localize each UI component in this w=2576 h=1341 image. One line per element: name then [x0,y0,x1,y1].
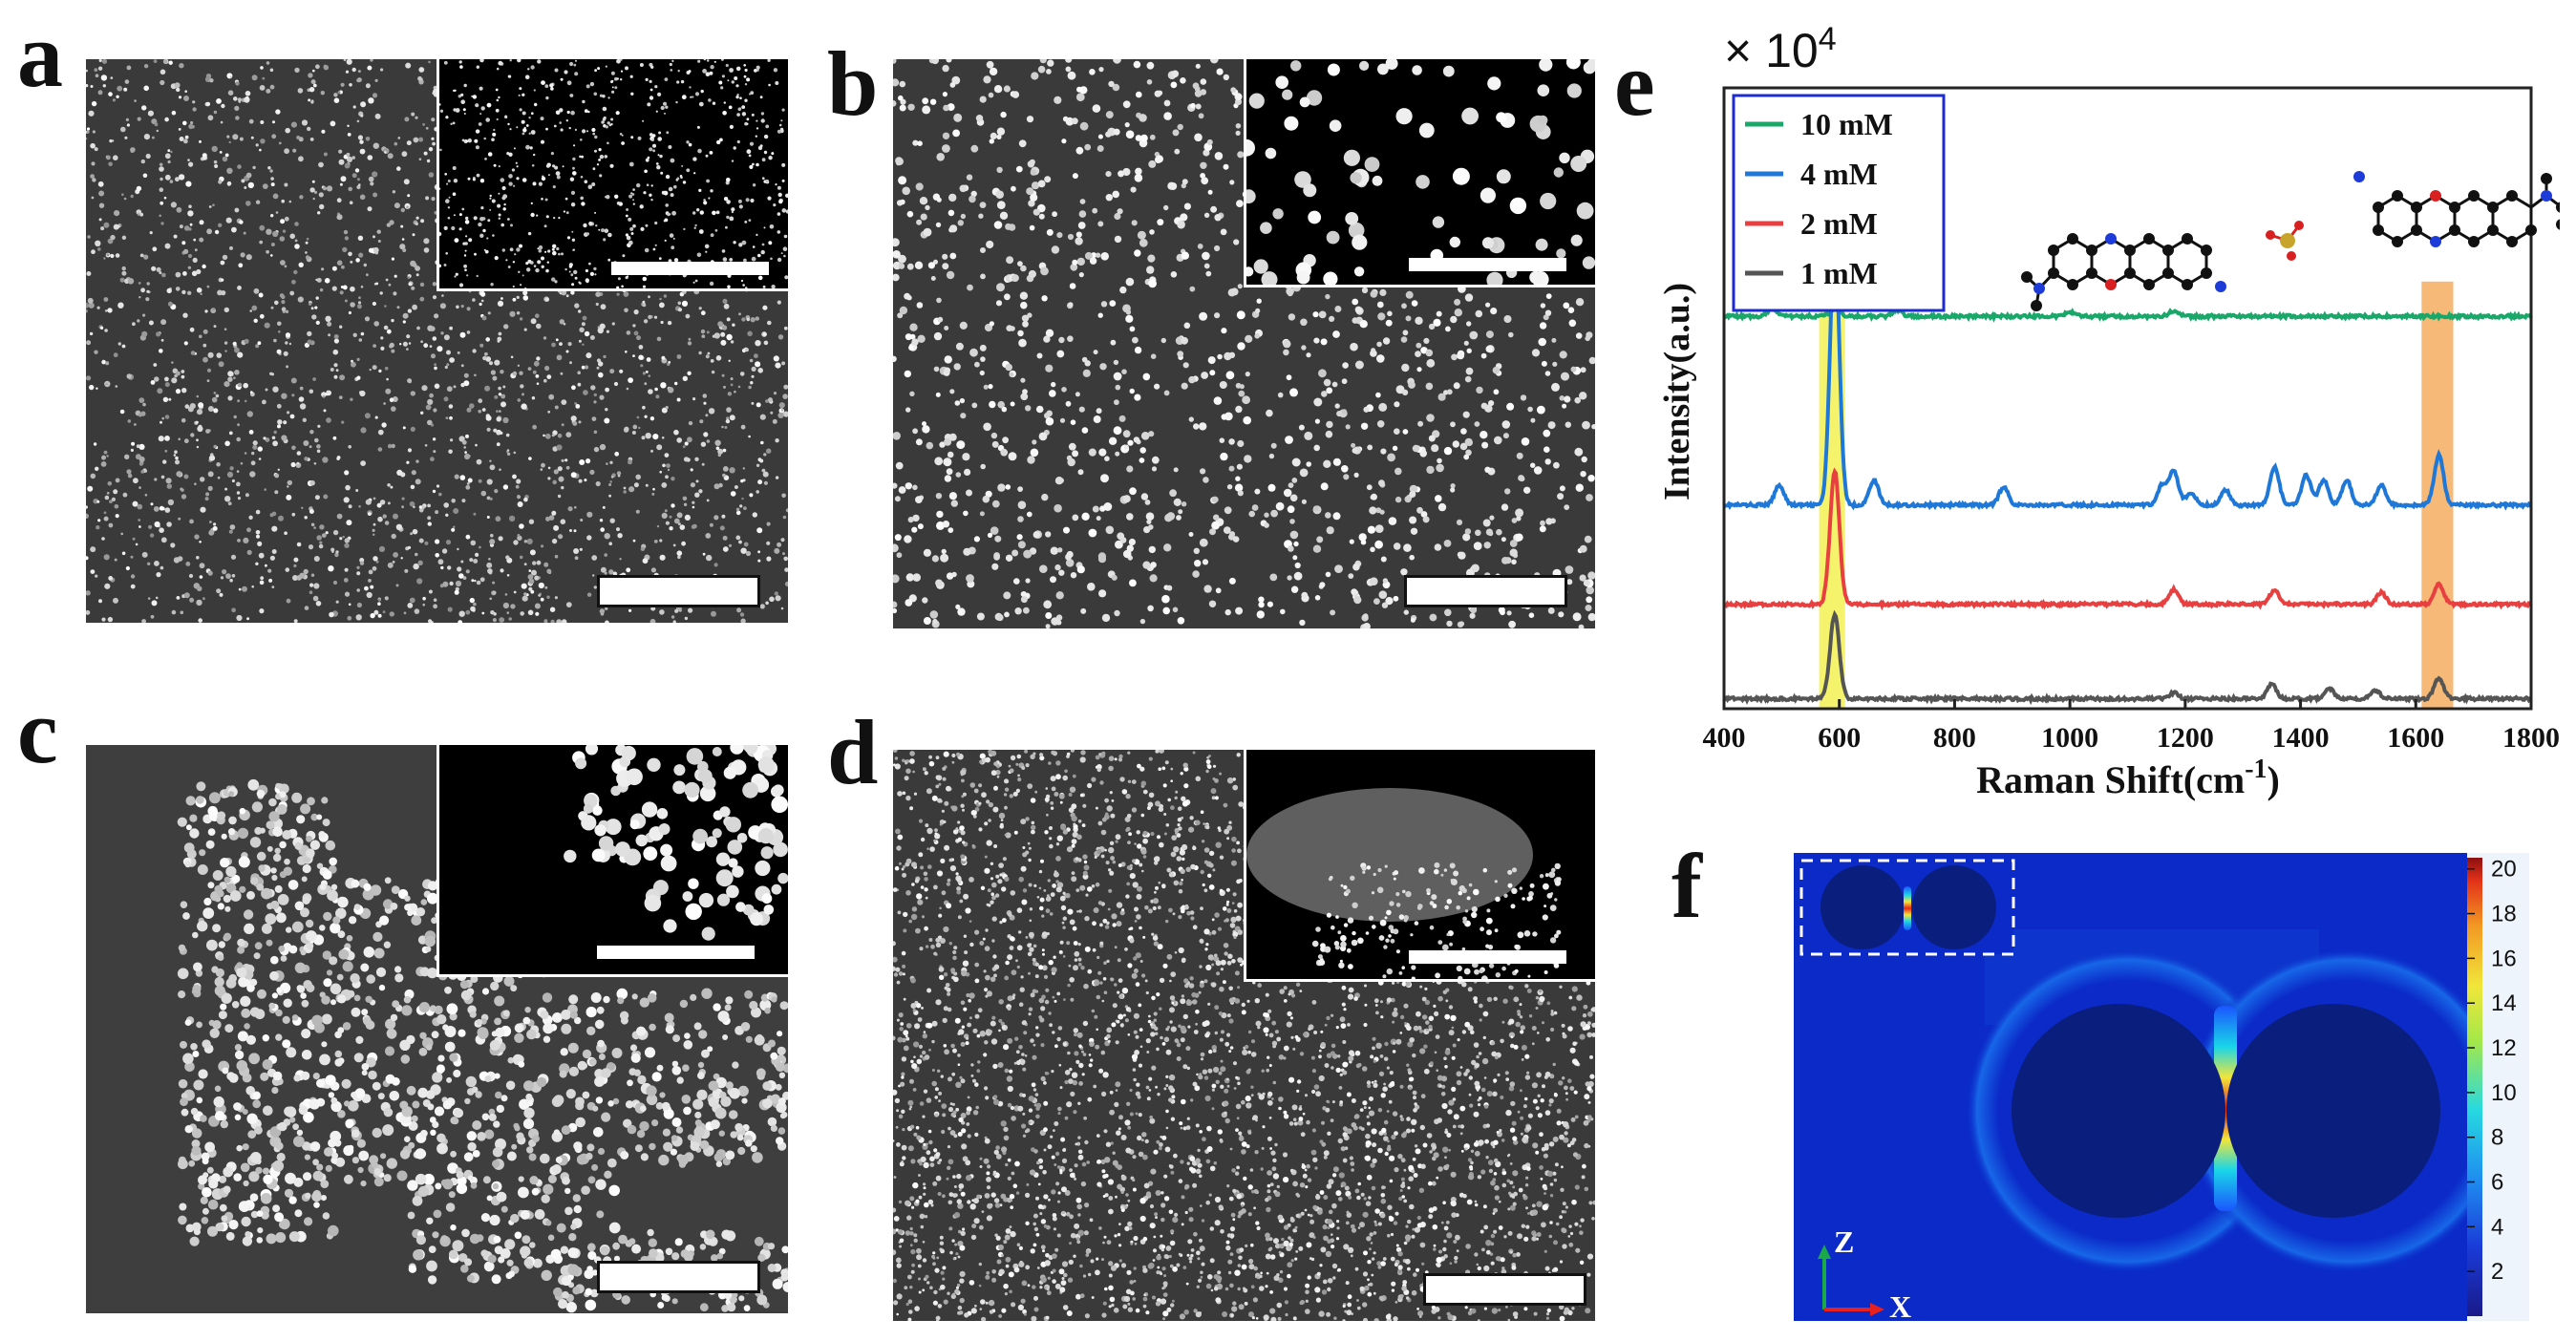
spectrum-1-mM [1722,609,2533,706]
sem-image-b [893,59,1595,628]
x-axis-title-end: ) [2267,758,2280,801]
scale-bar-b [1404,575,1567,607]
colorbar-tick-label: 8 [2491,1125,2503,1151]
sem-inset-d [1244,750,1595,982]
scale-bar-d [1423,1273,1586,1306]
plot-frame [1722,86,2533,711]
panel-label-a: a [17,4,63,106]
spectrum-4-mM [1722,236,2533,511]
raman-spectra-chart: × 104 400 600 800 1000 1200 1400 1600 1800 10 m… [1657,21,2560,801]
x-tick-label: 1600 [2387,722,2444,754]
legend-label: 1 mM [1800,256,1878,290]
y-multiplier-label: × 104 [1724,21,1837,77]
colorbar-tick-label: 10 [2491,1080,2517,1106]
molecule-structure-right [2353,171,2560,247]
sem-inset-b [1244,59,1595,287]
x-tick-label: 800 [1933,722,1976,754]
field-inset [1799,859,2015,956]
y-axis-title: Intensity(a.u.) [1657,283,1697,500]
axis-indicator: Z X [1818,1224,1911,1324]
sem-inset-c [436,745,788,977]
x-tick-label: 400 [1703,722,1746,754]
inset-scale-bar-c [597,946,755,959]
hotspot-gap [2214,1006,2237,1211]
spectrum-10-mM [1723,304,2533,323]
x-axis-title-superscript: -1 [2245,755,2267,784]
scale-bar-a [597,575,760,607]
sulfate-ion [2266,221,2304,261]
sem-image-a [86,59,788,623]
x-tick-label: 1800 [2502,722,2560,754]
colorbar-tick-label: 4 [2491,1214,2503,1240]
x-axis-label: X [1889,1289,1911,1324]
colorbar-tick-label: 20 [2491,857,2517,883]
legend-label: 4 mM [1800,157,1878,191]
colorbar-tick-label: 14 [2491,990,2517,1016]
colorbar-tick-label: 18 [2491,902,2517,927]
spectrum-2-mM [1722,467,2533,611]
nanoparticle-left [2012,1004,2225,1218]
legend-label: 2 mM [1800,206,1878,241]
z-axis-label: Z [1834,1224,1854,1259]
x-tick-label: 1400 [2272,722,2330,754]
field-simulation-map: Z X 20 18 16 14 12 10 8 6 4 2 [1794,853,2529,1324]
panel-label-c: c [17,680,58,782]
panel-label-d: d [827,701,879,803]
y-multiplier-exponent: 4 [1819,21,1837,57]
x-axis-title: Raman Shift(cm-1) [1976,755,2280,801]
sem-inset-a [436,59,788,291]
colorbar-tick-label: 2 [2491,1259,2503,1285]
inset-scale-bar-a [611,262,769,275]
colorbar-tick-label: 12 [2491,1035,2517,1061]
molecule-structure-left [2021,233,2226,311]
panel-label-e: e [1614,32,1655,135]
colorbar [2467,858,2482,1316]
scale-bar-c [597,1261,760,1293]
sem-image-d [893,750,1595,1321]
x-tick-label: 1200 [2157,722,2214,754]
panel-label-f: f [1671,835,1702,937]
inset-scale-bar-d [1409,950,1566,964]
legend: 10 mM 4 mM 2 mM 1 mM [1732,94,1946,312]
x-tick-label: 600 [1818,722,1861,754]
colorbar-tick-label: 16 [2491,946,2517,971]
nanoparticle-right [2226,1004,2440,1218]
x-tick-label: 1000 [2041,722,2098,754]
inset-scale-bar-b [1409,258,1566,271]
colorbar-tick-label: 6 [2491,1170,2503,1196]
panel-label-b: b [827,32,879,135]
sem-image-c [86,745,788,1313]
legend-label: 10 mM [1800,107,1893,141]
